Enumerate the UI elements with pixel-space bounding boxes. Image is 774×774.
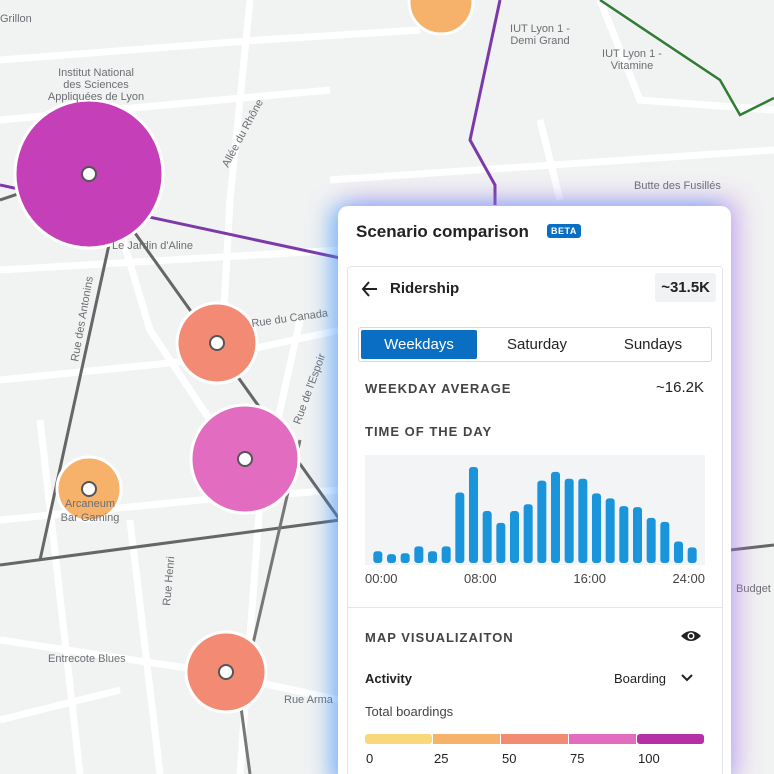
activity-label: Activity xyxy=(365,671,412,686)
x-tick-label: 16:00 xyxy=(573,571,606,586)
scale-label: 25 xyxy=(434,751,448,766)
map-label: IUT Lyon 1 - xyxy=(510,23,570,35)
bar xyxy=(441,546,451,563)
scenario-panel: Scenario comparison BETA Ridership ~31.5… xyxy=(338,206,731,774)
bar xyxy=(469,466,478,563)
scale-swatch xyxy=(637,734,704,744)
bar xyxy=(564,478,574,563)
map-label: Rue Henri xyxy=(161,556,177,606)
metric-total: ~31.5K xyxy=(655,273,716,302)
back-arrow[interactable] xyxy=(360,279,380,299)
map-label: Vitamine xyxy=(611,60,654,72)
tab[interactable]: Weekdays xyxy=(361,330,477,359)
bar xyxy=(510,511,519,563)
map-label: Appliquées de Lyon xyxy=(48,91,144,103)
map-label: Institut National xyxy=(58,67,134,79)
x-tick-label: 08:00 xyxy=(464,571,497,586)
panel-title: Scenario comparison xyxy=(356,222,529,241)
map-label: Rue de l'Espoir xyxy=(292,352,329,426)
scale-swatch xyxy=(501,734,568,744)
bar xyxy=(592,493,601,563)
bar xyxy=(523,504,533,563)
scale-swatch xyxy=(365,734,432,744)
section-caption: MAP VISUALIZAITON xyxy=(365,630,514,645)
bar xyxy=(660,521,670,563)
map-label: Allée du Rhône xyxy=(220,97,266,169)
bar xyxy=(414,546,424,563)
map-label: Arcaneum xyxy=(65,498,115,510)
scale-label: 50 xyxy=(502,751,516,766)
bar xyxy=(633,507,642,563)
metric-name: Ridership xyxy=(390,280,460,297)
scale-swatch xyxy=(569,734,636,744)
bar xyxy=(428,551,437,563)
map-label: Le Jardin d'Aline xyxy=(112,240,193,252)
bar xyxy=(455,492,465,563)
legend-title: Total boardings xyxy=(365,704,454,719)
scale-label: 0 xyxy=(366,751,373,766)
tab[interactable]: Saturday xyxy=(506,336,568,353)
map-label: IUT Lyon 1 - xyxy=(602,48,662,60)
bar xyxy=(551,471,560,563)
dropdown-caret[interactable] xyxy=(680,673,694,683)
bar xyxy=(578,478,588,563)
bar xyxy=(537,480,547,563)
divider xyxy=(348,607,722,608)
bar xyxy=(646,517,656,563)
map-label: Entrecote Blues xyxy=(48,653,126,665)
bar xyxy=(400,553,410,563)
x-tick-label: 24:00 xyxy=(672,571,705,586)
bar xyxy=(619,506,629,563)
bar xyxy=(387,554,396,563)
bar xyxy=(496,522,506,563)
metric-card: Ridership ~31.5K Weekdays Saturday Sunda… xyxy=(347,266,723,774)
map-label: Butte des Fusillés xyxy=(634,180,721,192)
map-label: Demi Grand xyxy=(510,35,569,47)
bar xyxy=(674,541,683,563)
tab[interactable]: Sundays xyxy=(623,336,683,353)
map-label: Rue du Canada xyxy=(251,307,330,330)
day-tabs: Weekdays Saturday Sundays xyxy=(358,327,712,362)
color-scale: 0 25 50 75 100 xyxy=(365,734,704,766)
map-label: Grillon xyxy=(0,13,32,25)
x-tick-label: 00:00 xyxy=(365,571,398,586)
section-caption: WEEKDAY AVERAGE xyxy=(365,381,512,396)
bar xyxy=(482,511,492,563)
bar xyxy=(687,547,697,563)
stop-centers xyxy=(81,166,253,680)
scale-swatch xyxy=(433,734,500,744)
section-caption: TIME OF THE DAY xyxy=(365,424,493,439)
map-label: Rue Arma xyxy=(284,694,334,706)
visibility-toggle[interactable] xyxy=(680,628,702,644)
bar xyxy=(373,551,383,563)
map-label: Bar Gaming xyxy=(61,512,120,524)
time-of-day-chart: 00:00 08:00 16:00 24:00 xyxy=(365,455,705,586)
map-label: des Sciences xyxy=(63,79,129,91)
bar xyxy=(605,498,615,563)
activity-select[interactable]: Boarding xyxy=(614,671,667,686)
scale-label: 75 xyxy=(570,751,584,766)
beta-badge: BETA xyxy=(547,224,581,238)
scale-label: 100 xyxy=(638,751,660,766)
map-label: Budget xyxy=(736,583,771,595)
average-value: ~16.2K xyxy=(656,379,704,396)
